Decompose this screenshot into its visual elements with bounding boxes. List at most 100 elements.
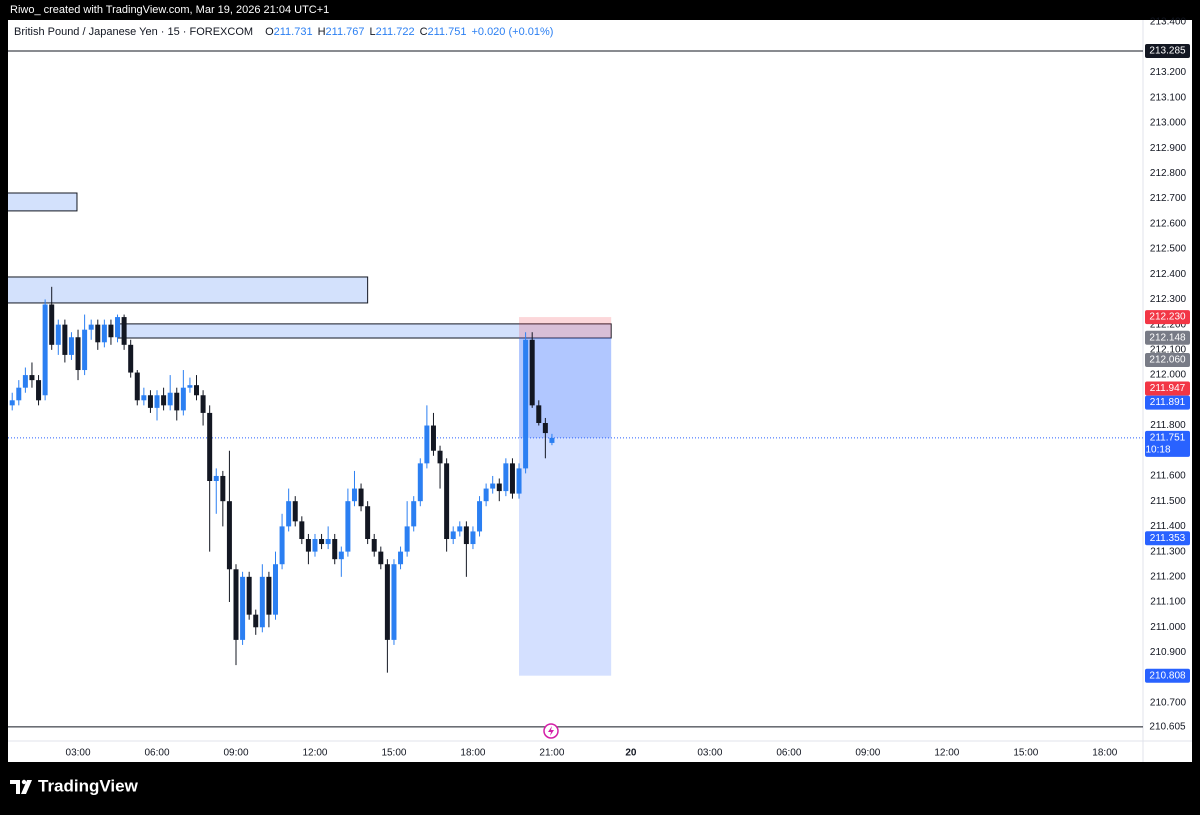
legend-value: 211.767 bbox=[326, 26, 365, 38]
y-tick-label: 211.300 bbox=[1150, 546, 1186, 557]
candle-body bbox=[549, 437, 555, 443]
candle-body bbox=[22, 375, 28, 388]
x-tick-label: 03:00 bbox=[697, 748, 722, 759]
target-label-box bbox=[1145, 668, 1190, 683]
candle-body bbox=[509, 463, 515, 494]
candle-body bbox=[134, 372, 140, 401]
candle-body bbox=[180, 387, 186, 411]
candle-body bbox=[253, 614, 259, 628]
candle-body bbox=[194, 385, 200, 396]
x-tick-label: 15:00 bbox=[381, 748, 406, 759]
candle-body bbox=[358, 488, 364, 507]
candle-body bbox=[411, 501, 417, 527]
y-tick-label: 211.400 bbox=[1150, 521, 1186, 532]
candle-body bbox=[42, 304, 48, 396]
y-tick-label: 212.600 bbox=[1150, 218, 1187, 229]
candle-body bbox=[68, 337, 74, 355]
stop-label-box bbox=[1145, 310, 1190, 325]
candle-body bbox=[272, 564, 278, 615]
legend-key: H bbox=[318, 26, 326, 38]
y-tick-label: 211.000 bbox=[1150, 622, 1186, 633]
candle-body bbox=[187, 385, 193, 388]
candle-body bbox=[457, 526, 463, 532]
y-tick-label: 212.800 bbox=[1150, 168, 1187, 179]
entry-label: 212.148 bbox=[1149, 332, 1186, 343]
candle-body bbox=[450, 531, 456, 540]
candle-body bbox=[483, 488, 489, 502]
price-label-box bbox=[1145, 531, 1190, 546]
top-bar: Riwo_ created with TradingView.com, Mar … bbox=[10, 4, 329, 16]
y-tick-label: 212.200 bbox=[1150, 319, 1187, 330]
legend-change: +0.020 (+0.01%) bbox=[471, 26, 553, 38]
candle-body bbox=[200, 395, 206, 413]
candle-body bbox=[259, 576, 265, 628]
candle-body bbox=[161, 395, 167, 406]
candle-body bbox=[62, 324, 68, 355]
price-label-box bbox=[1145, 44, 1190, 59]
candle-body bbox=[305, 539, 311, 552]
candle-body bbox=[75, 337, 81, 371]
candle-body bbox=[444, 463, 450, 540]
candle-body bbox=[503, 463, 509, 492]
candle-body bbox=[536, 405, 542, 423]
x-tick-label: 06:00 bbox=[776, 748, 801, 759]
current-price-label: 211.751 bbox=[1150, 433, 1186, 444]
candle-body bbox=[332, 539, 338, 560]
chart-background bbox=[8, 20, 1192, 762]
candle-body bbox=[490, 483, 496, 489]
candle-body bbox=[312, 539, 318, 552]
candle-body bbox=[82, 329, 88, 371]
candle-body bbox=[108, 324, 114, 338]
candle-body bbox=[424, 425, 430, 464]
x-tick-label: 15:00 bbox=[1013, 748, 1038, 759]
candle-body bbox=[154, 395, 160, 408]
x-tick-label: 18:00 bbox=[1092, 748, 1117, 759]
candle-body bbox=[529, 339, 535, 406]
y-tick-label: 211.100 bbox=[1150, 597, 1186, 608]
target-label: 210.808 bbox=[1149, 670, 1186, 681]
candle-body bbox=[29, 375, 35, 381]
candle-body bbox=[233, 569, 239, 640]
price-label: 211.353 bbox=[1150, 533, 1186, 544]
candle-body bbox=[246, 576, 252, 615]
x-tick-label: 12:00 bbox=[302, 748, 327, 759]
candle-body bbox=[36, 380, 42, 401]
candle-body bbox=[417, 463, 423, 502]
zone bbox=[8, 192, 78, 212]
y-tick-label: 213.100 bbox=[1150, 92, 1187, 103]
zone bbox=[8, 276, 369, 304]
candle-body bbox=[88, 324, 94, 330]
stop-zone bbox=[519, 317, 612, 338]
candle-body bbox=[49, 304, 55, 345]
logo bbox=[10, 779, 32, 794]
candle-body bbox=[463, 526, 469, 545]
candle-body bbox=[384, 564, 390, 640]
legend-title: British Pound / Japanese Yen · 15 · FORE… bbox=[14, 26, 253, 38]
candle-body bbox=[286, 501, 292, 527]
candle-body bbox=[404, 526, 410, 552]
y-tick-label: 211.500 bbox=[1150, 496, 1186, 507]
entry-label-box bbox=[1145, 330, 1190, 345]
candle-body bbox=[16, 387, 22, 401]
y-tick-label: 211.200 bbox=[1150, 571, 1186, 582]
y-tick-label: 212.900 bbox=[1150, 143, 1187, 154]
candle-body bbox=[121, 317, 127, 345]
candle-body bbox=[115, 317, 121, 338]
candle-body bbox=[470, 531, 476, 545]
y-tick-label: 211.600 bbox=[1150, 471, 1186, 482]
price-label-box bbox=[1145, 352, 1190, 367]
candle-body bbox=[299, 521, 305, 540]
price-label: 211.891 bbox=[1150, 397, 1186, 408]
candle-body bbox=[9, 400, 15, 406]
legend: British Pound / Japanese Yen · 15 · FORE… bbox=[14, 26, 553, 38]
candle-body bbox=[345, 501, 351, 552]
x-tick-label: 06:00 bbox=[145, 748, 170, 759]
x-tick-label: 18:00 bbox=[460, 748, 485, 759]
candle-body bbox=[55, 324, 61, 345]
candle-body bbox=[430, 425, 436, 451]
footer-brand: TradingView bbox=[38, 776, 139, 795]
price-label-box bbox=[1145, 719, 1190, 734]
price-label: 210.605 bbox=[1149, 722, 1186, 733]
legend-value: 211.731 bbox=[274, 26, 313, 38]
candle-body bbox=[279, 526, 285, 565]
